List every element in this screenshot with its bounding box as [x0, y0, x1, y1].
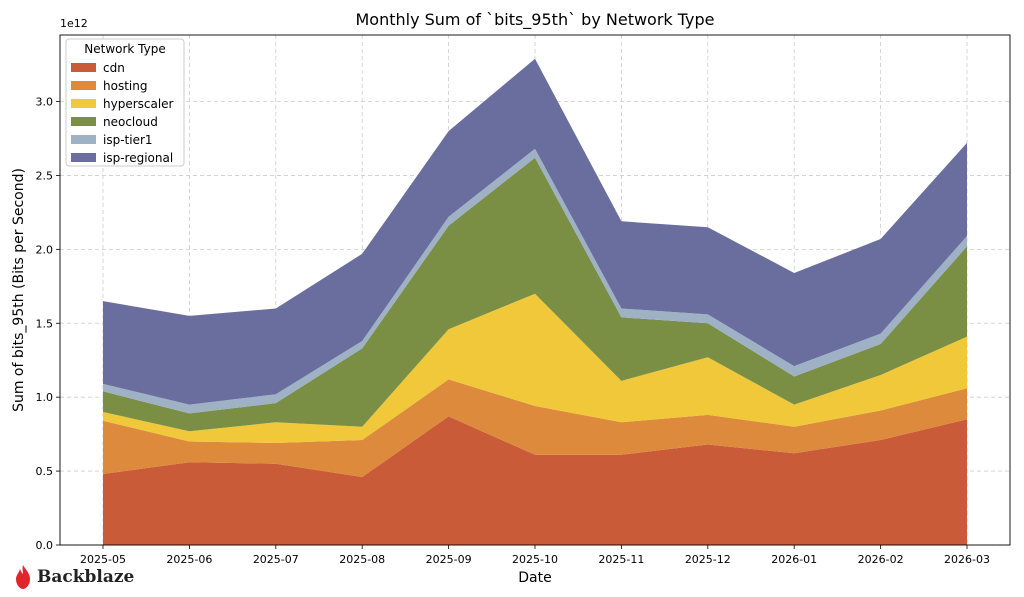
x-tick-label: 2025-11: [598, 553, 644, 566]
x-tick-label: 2025-06: [166, 553, 212, 566]
y-tick-label: 2.5: [36, 169, 54, 182]
x-tick-label: 2025-10: [512, 553, 558, 566]
y-tick-label: 3.0: [36, 96, 54, 109]
area-isp-regional: [103, 58, 967, 405]
legend-label-isp-regional: isp-regional: [103, 151, 173, 165]
y-tick-label: 0.0: [36, 539, 54, 552]
legend-title: Network Type: [84, 42, 165, 56]
y-tick-label: 1.5: [36, 317, 54, 330]
legend-swatch-cdn: [71, 63, 96, 72]
legend-label-isp-tier1: isp-tier1: [103, 133, 153, 147]
x-tick-label: 2026-03: [944, 553, 990, 566]
area-hyperscaler: [103, 293, 967, 443]
legend-swatch-isp-tier1: [71, 135, 96, 144]
area-neocloud: [103, 157, 967, 432]
legend-label-hyperscaler: hyperscaler: [103, 97, 174, 111]
area-hosting: [103, 379, 967, 477]
flame-icon: [16, 565, 30, 589]
legend-swatch-neocloud: [71, 117, 96, 126]
legend-label-neocloud: neocloud: [103, 115, 158, 129]
y-tick-label: 1.0: [36, 391, 54, 404]
backblaze-logo: Backblaze: [14, 565, 134, 589]
legend-swatch-hosting: [71, 81, 96, 90]
chart-title: Monthly Sum of `bits_95th` by Network Ty…: [355, 10, 714, 30]
legend-label-hosting: hosting: [103, 79, 147, 93]
x-tick-label: 2025-12: [685, 553, 731, 566]
x-tick-label: 2026-02: [858, 553, 904, 566]
x-tick-label: 2025-05: [80, 553, 126, 566]
area-cdn: [103, 416, 967, 545]
y-tick-label: 2.0: [36, 243, 54, 256]
x-tick-label: 2025-07: [253, 553, 299, 566]
area-isp-tier1: [103, 148, 967, 414]
x-axis-label: Date: [518, 570, 551, 586]
x-tick-label: 2026-01: [771, 553, 817, 566]
logo-text: Backblaze: [37, 567, 135, 587]
x-tick-label: 2025-09: [426, 553, 472, 566]
y-scale-label: 1e12: [60, 17, 88, 30]
legend-swatch-isp-regional: [71, 153, 96, 162]
x-tick-label: 2025-08: [339, 553, 385, 566]
y-tick-label: 0.5: [36, 465, 54, 478]
legend-label-cdn: cdn: [103, 61, 125, 75]
legend-swatch-hyperscaler: [71, 99, 96, 108]
y-axis-label: Sum of bits_95th (Bits per Second): [11, 168, 27, 412]
